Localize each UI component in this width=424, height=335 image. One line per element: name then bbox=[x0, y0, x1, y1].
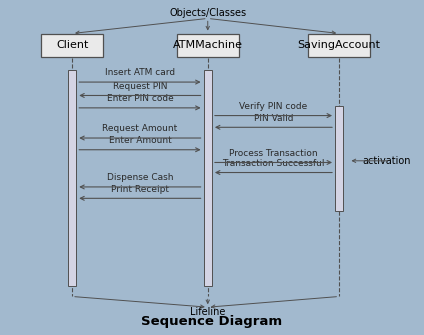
Text: Print Receipt: Print Receipt bbox=[111, 185, 169, 194]
Text: Transaction Successful: Transaction Successful bbox=[222, 159, 325, 168]
Text: Enter PIN code: Enter PIN code bbox=[106, 94, 173, 103]
Bar bbox=[68, 70, 76, 286]
Text: Lifeline: Lifeline bbox=[190, 307, 226, 317]
Text: Verify PIN code: Verify PIN code bbox=[240, 102, 307, 111]
Bar bbox=[177, 34, 238, 57]
Text: Request PIN: Request PIN bbox=[113, 82, 167, 91]
Text: activation: activation bbox=[363, 156, 411, 166]
Bar bbox=[309, 34, 370, 57]
Text: Insert ATM card: Insert ATM card bbox=[105, 68, 175, 77]
Bar bbox=[335, 106, 343, 211]
Text: Request Amount: Request Amount bbox=[102, 124, 178, 133]
Text: Enter Amount: Enter Amount bbox=[109, 136, 171, 145]
Text: PIN Valid: PIN Valid bbox=[254, 114, 293, 123]
Text: SavingAccount: SavingAccount bbox=[298, 40, 381, 50]
Text: Client: Client bbox=[56, 40, 88, 50]
Bar bbox=[204, 70, 212, 286]
Text: Process Transaction: Process Transaction bbox=[229, 149, 318, 158]
Text: Sequence Diagram: Sequence Diagram bbox=[142, 315, 282, 328]
Bar bbox=[42, 34, 103, 57]
Text: ATMMachine: ATMMachine bbox=[173, 40, 243, 50]
Text: Dispense Cash: Dispense Cash bbox=[107, 173, 173, 182]
Text: Objects/Classes: Objects/Classes bbox=[169, 8, 246, 18]
